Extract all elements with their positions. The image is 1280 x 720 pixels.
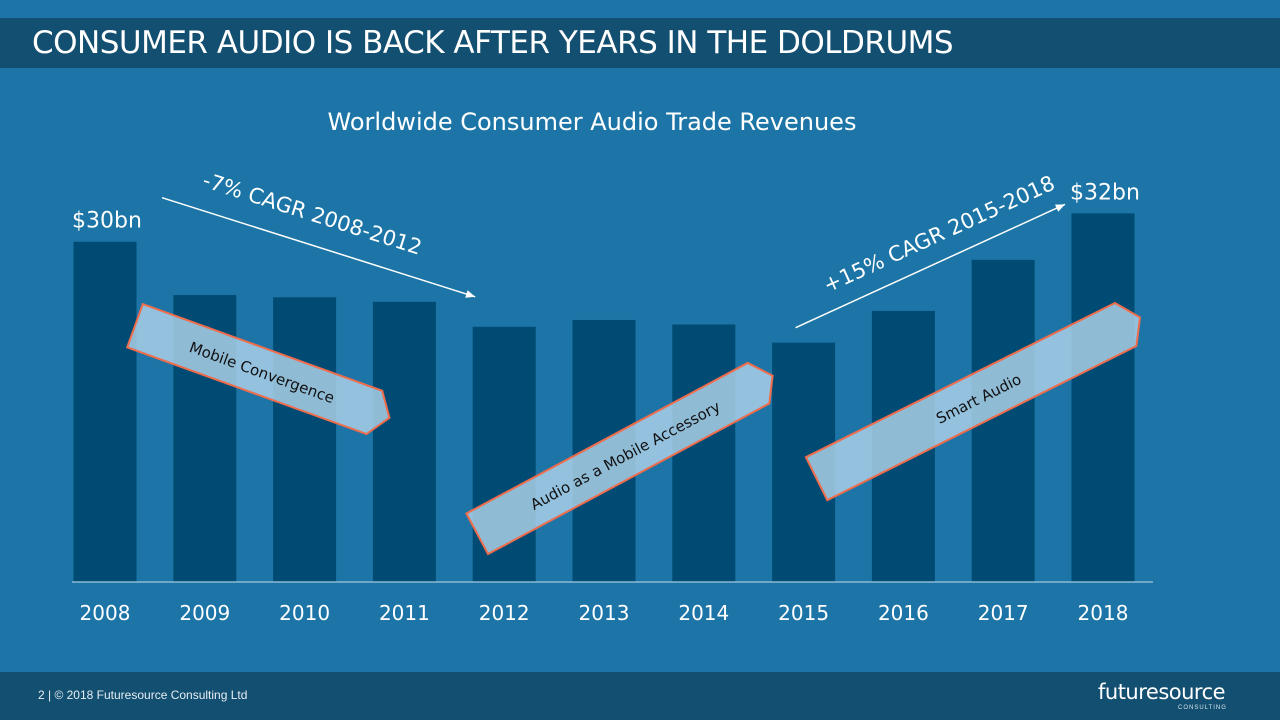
x-tick-label: 2017 [978, 601, 1029, 625]
slide-title: CONSUMER AUDIO IS BACK AFTER YEARS IN TH… [32, 25, 954, 61]
bar-2018 [1071, 213, 1135, 582]
x-tick-label: 2013 [579, 601, 630, 625]
title-band: CONSUMER AUDIO IS BACK AFTER YEARS IN TH… [0, 18, 1280, 68]
x-tick-label: 2011 [379, 601, 430, 625]
bar-2008 [73, 241, 137, 582]
x-tick-label: 2010 [279, 601, 330, 625]
revenue-chart: Worldwide Consumer Audio Trade Revenues … [72, 108, 1153, 625]
x-tick-label: 2009 [179, 601, 230, 625]
x-tick-label: 2015 [778, 601, 829, 625]
bar-2011 [372, 301, 436, 582]
bar-2010 [273, 297, 337, 582]
phase-arrow-mobile-convergence: Mobile Convergence [125, 302, 391, 436]
logo-wordmark: futuresource [1098, 680, 1226, 704]
x-tick-label: 2008 [80, 601, 131, 625]
value-label-2018: $32bn [1070, 180, 1140, 205]
footer-band: 2 | © 2018 Futuresource Consulting Ltd f… [0, 672, 1280, 720]
x-tick-label: 2012 [479, 601, 530, 625]
logo-subtitle: CONSULTING [1178, 705, 1227, 711]
x-tick-label: 2016 [878, 601, 929, 625]
futuresource-logo: futuresource CONSULTING [1098, 680, 1238, 716]
value-label-2008: $30bn [72, 209, 142, 234]
x-tick-label: 2014 [678, 601, 729, 625]
x-tick-label: 2018 [1078, 601, 1129, 625]
footer-copyright: 2 | © 2018 Futuresource Consulting Ltd [38, 688, 248, 702]
chart-title: Worldwide Consumer Audio Trade Revenues [328, 108, 857, 136]
cagr-arrow-decline: -7% CAGR 2008-2012 [161, 168, 476, 298]
bar-2014 [672, 324, 736, 582]
